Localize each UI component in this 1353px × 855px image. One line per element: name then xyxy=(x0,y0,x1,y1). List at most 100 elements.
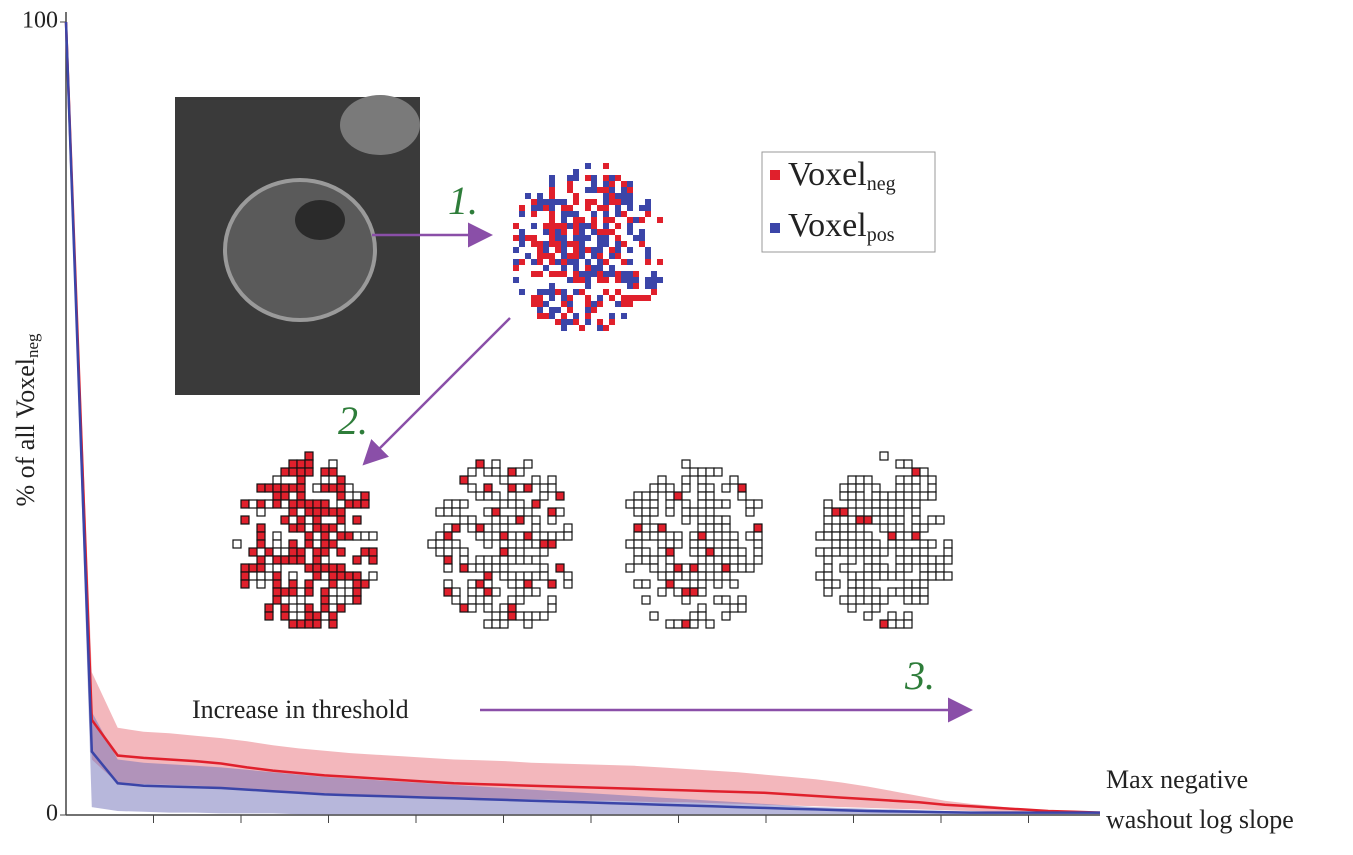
voxel xyxy=(273,572,281,580)
voxel xyxy=(321,588,329,596)
voxel xyxy=(313,572,321,580)
voxel xyxy=(508,468,516,476)
voxel xyxy=(856,548,864,556)
voxel xyxy=(848,604,856,612)
voxel xyxy=(297,484,305,492)
voxel xyxy=(508,484,516,492)
voxel xyxy=(609,199,615,205)
voxel xyxy=(698,564,706,572)
voxel xyxy=(832,548,840,556)
voxel xyxy=(516,516,524,524)
voxel xyxy=(651,271,657,277)
voxel xyxy=(532,588,540,596)
voxel xyxy=(597,319,603,325)
voxel xyxy=(872,540,880,548)
voxel xyxy=(591,229,597,235)
voxel xyxy=(615,289,621,295)
voxel xyxy=(564,532,572,540)
voxel xyxy=(361,492,369,500)
voxel xyxy=(561,295,567,301)
voxel xyxy=(516,484,524,492)
voxel xyxy=(666,548,674,556)
voxel xyxy=(476,524,484,532)
voxel xyxy=(666,484,674,492)
voxel xyxy=(561,301,567,307)
voxel xyxy=(561,259,567,265)
voxel xyxy=(549,193,555,199)
voxel xyxy=(313,484,321,492)
voxel xyxy=(452,500,460,508)
voxel xyxy=(549,235,555,241)
voxel xyxy=(609,313,615,319)
voxel xyxy=(257,532,265,540)
voxel xyxy=(904,476,912,484)
voxel xyxy=(555,319,561,325)
voxel-map xyxy=(233,452,377,628)
voxel xyxy=(345,484,353,492)
voxel xyxy=(579,277,585,283)
voxel xyxy=(369,548,377,556)
voxel xyxy=(872,508,880,516)
voxel xyxy=(549,289,555,295)
voxel xyxy=(920,540,928,548)
voxel xyxy=(621,199,627,205)
voxel xyxy=(548,596,556,604)
voxel xyxy=(543,313,549,319)
voxel xyxy=(591,307,597,313)
voxel xyxy=(597,229,603,235)
voxel xyxy=(642,508,650,516)
voxel xyxy=(513,277,519,283)
voxel xyxy=(896,564,904,572)
voxel xyxy=(627,277,633,283)
voxel xyxy=(824,524,832,532)
voxel xyxy=(444,548,452,556)
voxel xyxy=(690,612,698,620)
voxel xyxy=(912,596,920,604)
voxel xyxy=(484,620,492,628)
voxel xyxy=(690,564,698,572)
voxel xyxy=(257,580,265,588)
voxel xyxy=(543,301,549,307)
voxel xyxy=(912,468,920,476)
voxel xyxy=(468,596,476,604)
voxel xyxy=(634,548,642,556)
voxel xyxy=(615,301,621,307)
voxel xyxy=(714,556,722,564)
voxel xyxy=(896,540,904,548)
voxel xyxy=(353,580,361,588)
voxel xyxy=(567,253,573,259)
voxel xyxy=(658,524,666,532)
voxel xyxy=(880,508,888,516)
voxel xyxy=(305,620,313,628)
voxel xyxy=(690,620,698,628)
voxel xyxy=(864,500,872,508)
voxel xyxy=(666,572,674,580)
voxel xyxy=(872,596,880,604)
voxel xyxy=(848,580,856,588)
voxel xyxy=(537,271,543,277)
voxel xyxy=(634,556,642,564)
voxel xyxy=(603,289,609,295)
voxel xyxy=(500,516,508,524)
voxel xyxy=(651,289,657,295)
voxel xyxy=(936,572,944,580)
voxel xyxy=(329,612,337,620)
voxel xyxy=(633,283,639,289)
voxel xyxy=(468,468,476,476)
voxel xyxy=(896,516,904,524)
voxel xyxy=(579,241,585,247)
voxel xyxy=(615,235,621,241)
voxel xyxy=(944,548,952,556)
voxel xyxy=(856,492,864,500)
voxel xyxy=(484,580,492,588)
voxel xyxy=(746,500,754,508)
voxel xyxy=(265,500,273,508)
voxel xyxy=(591,265,597,271)
voxel xyxy=(567,205,573,211)
voxel xyxy=(508,548,516,556)
voxel xyxy=(249,500,257,508)
voxel xyxy=(706,492,714,500)
voxel xyxy=(556,532,564,540)
voxel xyxy=(872,572,880,580)
voxel xyxy=(634,532,642,540)
